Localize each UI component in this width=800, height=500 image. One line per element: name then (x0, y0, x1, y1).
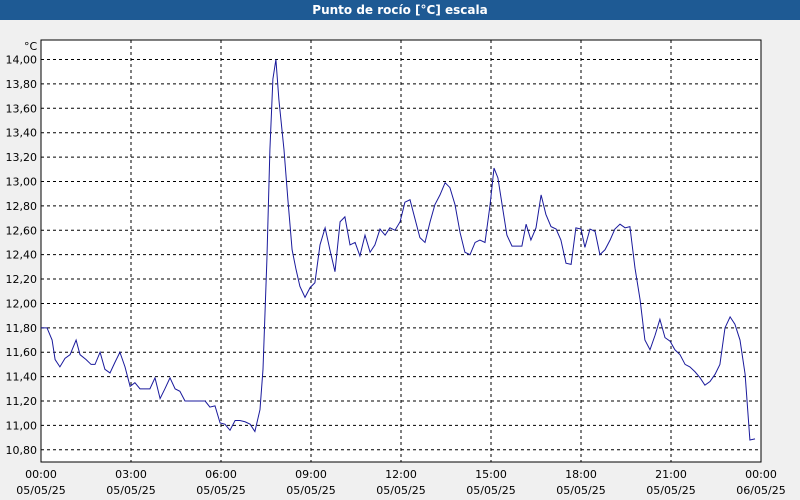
y-tick-label: 11,60 (6, 346, 38, 359)
y-tick-label: 12,60 (6, 224, 38, 237)
y-tick-label: 13,60 (6, 102, 38, 115)
data-line (41, 59, 756, 441)
y-tick-label: 11,80 (6, 322, 38, 335)
y-tick-label: 14,00 (6, 54, 38, 67)
y-tick-label: 12,40 (6, 249, 38, 262)
y-tick-label: 12,00 (6, 297, 38, 310)
y-tick-label: 11,40 (6, 371, 38, 384)
x-tick-label: 00:00 05/05/25 (16, 468, 65, 497)
chart-title: Punto de rocío [°C] escala (312, 3, 487, 17)
x-tick-label: 21:00 05/05/25 (646, 468, 695, 497)
x-tick-label: 18:00 05/05/25 (556, 468, 605, 497)
title-bar (0, 0, 800, 20)
y-tick-label: 11,20 (6, 395, 38, 408)
y-tick-label: 13,20 (6, 151, 38, 164)
y-tick-label: 10,80 (6, 444, 38, 457)
y-tick-label: 12,20 (6, 273, 38, 286)
x-tick-label: 00:00 06/05/25 (736, 468, 785, 497)
x-tick-label: 03:00 05/05/25 (106, 468, 155, 497)
y-tick-label: 12,80 (6, 200, 38, 213)
x-tick-label: 12:00 05/05/25 (376, 468, 425, 497)
x-tick-label: 15:00 05/05/25 (466, 468, 515, 497)
y-tick-label: 13,00 (6, 175, 38, 188)
y-tick-label: 13,80 (6, 78, 38, 91)
x-tick-label: 06:00 05/05/25 (196, 468, 245, 497)
x-tick-label: 09:00 05/05/25 (286, 468, 335, 497)
y-tick-label: 11,00 (6, 419, 38, 432)
y-axis-label: °C (24, 40, 38, 53)
y-tick-label: 13,40 (6, 127, 38, 140)
